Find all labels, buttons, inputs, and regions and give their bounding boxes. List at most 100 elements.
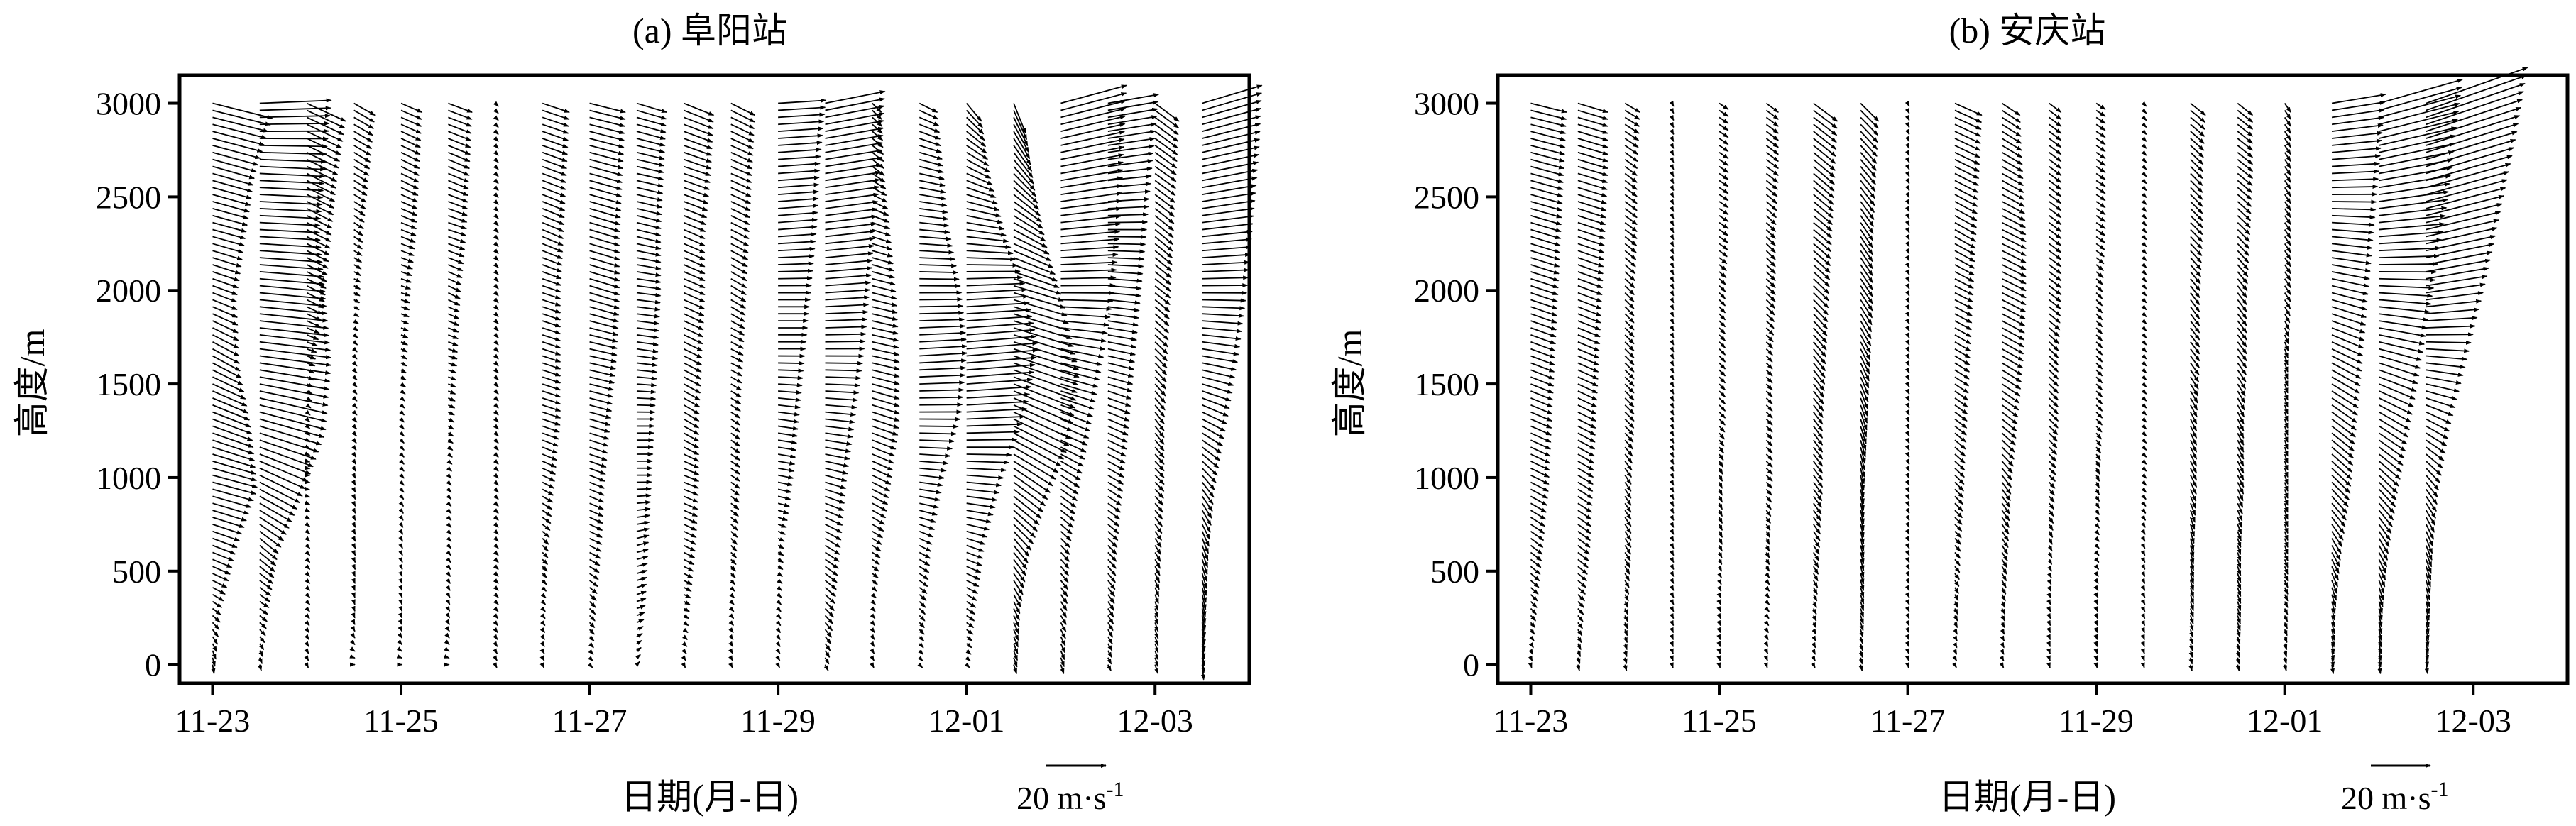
wind-vector (1155, 377, 1166, 389)
wind-vector (1108, 370, 1133, 377)
wind-vector (637, 522, 650, 524)
wind-vector (1908, 243, 1909, 246)
wind-vector (2002, 187, 2024, 199)
wind-vector (1155, 384, 1166, 396)
wind-vector (1719, 665, 1720, 668)
wind-vector (307, 194, 334, 208)
wind-vector (2426, 440, 2445, 453)
wind-vector (872, 517, 884, 524)
wind-vector (2426, 156, 2512, 181)
wind-vector (212, 356, 240, 371)
wind-vector (354, 187, 367, 195)
wind-vector (2237, 299, 2247, 312)
wind-vector (307, 110, 344, 128)
wind-vector (260, 293, 326, 299)
wind-vector (1014, 419, 1069, 446)
wind-vector (2002, 342, 2023, 354)
wind-vector (2379, 517, 2391, 534)
wind-vector (1814, 461, 1823, 473)
wind-vector (448, 615, 449, 617)
wind-vector (1578, 117, 1608, 126)
wind-vector (2237, 223, 2249, 235)
wind-vector (1108, 363, 1134, 369)
wind-vector (731, 447, 740, 453)
wind-vector (1955, 615, 1958, 621)
wind-vector (1578, 258, 1604, 267)
wind-vector (1672, 307, 1674, 309)
wind-vector (1530, 496, 1547, 505)
wind-vector (967, 160, 990, 172)
wind-vector (1955, 307, 1972, 316)
wind-vector (1672, 483, 1674, 485)
wind-vector (401, 250, 414, 255)
wind-vector (872, 496, 887, 504)
wind-vector (495, 433, 498, 436)
wind-vector (778, 461, 794, 464)
wind-vector (1578, 307, 1601, 316)
wind-vector (684, 412, 698, 422)
wind-vector (1672, 412, 1674, 415)
wind-vector (2379, 546, 2387, 561)
wind-vector (1908, 454, 1909, 457)
wind-vector (2332, 209, 2375, 210)
wind-vector (1908, 202, 1909, 204)
wind-vector (2237, 236, 2249, 248)
wind-vector (1814, 573, 1818, 580)
wind-vector (448, 272, 461, 277)
wind-vector (778, 263, 813, 265)
wind-vector (826, 391, 859, 393)
wind-vector (2144, 468, 2147, 471)
wind-vector (354, 398, 357, 401)
wind-vector (1719, 440, 1724, 446)
wind-vector (354, 223, 363, 229)
wind-vector (212, 644, 217, 651)
wind-vector (637, 592, 646, 595)
wind-vector (1672, 489, 1674, 492)
wind-vector (401, 258, 413, 262)
wind-vector (590, 539, 602, 544)
wind-vector (1672, 391, 1674, 394)
wind-vector (1814, 391, 1824, 404)
wind-vector (2332, 566, 2338, 580)
wind-vector (1672, 595, 1674, 598)
wind-vector (307, 524, 309, 527)
wind-vector (919, 475, 944, 478)
wind-vector (1202, 510, 1211, 525)
x-tick-label-b-11-25: 11-25 (1682, 703, 1757, 739)
wind-vector (590, 272, 620, 281)
wind-vector (260, 145, 327, 146)
wind-vector (2002, 658, 2003, 661)
wind-vector (637, 563, 647, 566)
wind-vector (590, 187, 622, 197)
wind-vector (2144, 546, 2145, 549)
wind-vector (212, 468, 256, 480)
wind-vector (2144, 138, 2147, 141)
wind-vector (637, 293, 660, 296)
wind-vector (1578, 503, 1591, 512)
wind-vector (307, 356, 315, 359)
wind-vector (637, 145, 664, 153)
wind-vector (967, 475, 1004, 478)
wind-vector (401, 363, 407, 365)
wind-vector (731, 335, 744, 342)
wind-vector (2144, 461, 2147, 464)
wind-vector (1766, 321, 1774, 329)
wind-vector (495, 622, 498, 625)
wind-vector (2096, 615, 2098, 618)
wind-vector (1530, 209, 1561, 218)
wind-vector (448, 461, 451, 464)
wind-vector (1155, 223, 1173, 238)
wind-vector (1814, 426, 1823, 438)
wind-vector (2379, 461, 2400, 479)
wind-vector (684, 510, 697, 516)
wind-vector (1672, 377, 1674, 380)
wind-vector (826, 180, 880, 187)
wind-vector (1202, 201, 1255, 209)
wind-vector (2144, 194, 2147, 197)
wind-vector (637, 495, 651, 496)
wind-vector (2096, 461, 2100, 467)
wind-vector (590, 328, 618, 335)
wind-vector (1530, 138, 1564, 148)
wind-vector (1719, 335, 1725, 341)
wind-vector (2002, 250, 2026, 263)
